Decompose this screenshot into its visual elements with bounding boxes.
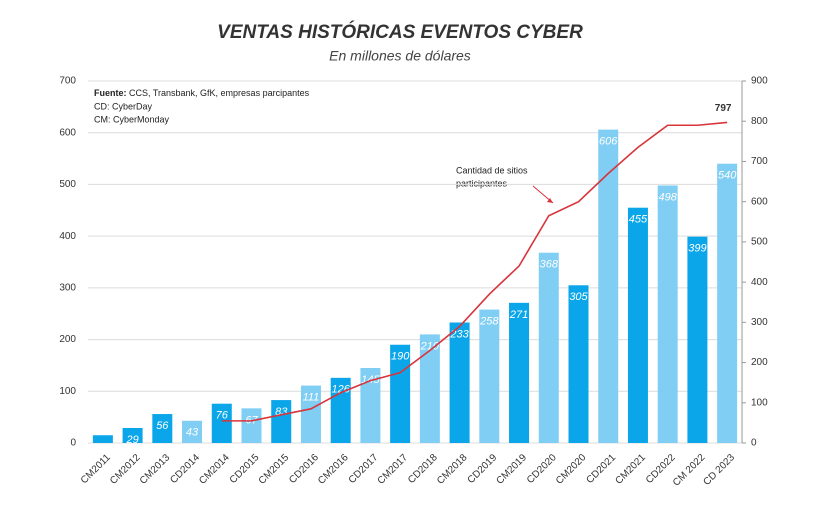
x-tick-label: CD 2023 — [701, 452, 737, 488]
bar — [300, 385, 321, 443]
y2-tick-label: 700 — [751, 156, 768, 167]
bar — [627, 207, 648, 443]
x-tick-label: CD2016 — [287, 452, 321, 486]
line-label: 797 — [715, 103, 732, 114]
x-tick-label: CM2012 — [108, 452, 143, 487]
x-tick-label: CM2013 — [138, 452, 173, 487]
source-note: Fuente: CCS, Transbank, GfK, empresas pa… — [94, 88, 310, 98]
bar — [598, 129, 619, 443]
bar — [330, 377, 351, 443]
x-tick-label: CD2021 — [584, 452, 618, 486]
x-tick-label: CM2018 — [435, 452, 470, 487]
annotation: Cantidad de sitios — [456, 165, 528, 175]
annotation: participantes — [456, 178, 508, 188]
bar-label: 455 — [629, 214, 648, 226]
bar — [241, 408, 262, 443]
x-tick-label: CM2015 — [257, 452, 292, 487]
x-tick-label: CD2015 — [228, 452, 262, 486]
chart-subtitle: En millones de dólares — [329, 48, 471, 64]
bar-label: 29 — [125, 434, 138, 446]
bar-label: 258 — [479, 315, 499, 327]
bar — [419, 334, 440, 443]
source-text: CCS, Transbank, GfK, empresas parcipante… — [129, 88, 310, 98]
y2-tick-label: 800 — [751, 116, 768, 127]
bar-label: 305 — [569, 291, 588, 303]
y2-tick-label: 100 — [751, 397, 768, 408]
bar — [449, 322, 470, 443]
bar-label: 233 — [449, 328, 469, 340]
bar-label: 368 — [540, 259, 559, 271]
bar-label: 498 — [659, 191, 678, 203]
x-tick-label: CM 2022 — [671, 452, 708, 489]
bar — [92, 435, 113, 443]
bar-label: 43 — [186, 427, 199, 439]
bar-label: 126 — [332, 384, 351, 396]
y-tick-label: 0 — [70, 438, 76, 449]
bar — [122, 428, 143, 443]
y2-tick-label: 900 — [751, 76, 768, 87]
y-tick-label: 700 — [59, 76, 76, 87]
bar — [152, 414, 173, 443]
y-tick-label: 400 — [59, 231, 76, 242]
x-tick-label: CM2021 — [613, 452, 648, 487]
y2-tick-label: 600 — [751, 196, 768, 207]
x-tick-label: CD2014 — [168, 452, 202, 486]
bar — [657, 185, 678, 443]
y-tick-label: 300 — [59, 282, 76, 293]
x-tick-label: CM2017 — [376, 452, 411, 487]
chart-title: VENTAS HISTÓRICAS EVENTOS CYBER — [217, 21, 583, 43]
x-tick-label: CM2016 — [316, 452, 351, 487]
y2-tick-label: 500 — [751, 237, 768, 248]
source-label: Fuente: — [94, 88, 127, 98]
note: CD: CyberDay — [94, 101, 153, 111]
y-tick-label: 100 — [59, 386, 76, 397]
y-tick-label: 500 — [59, 179, 76, 190]
x-tick-label: CM2014 — [197, 452, 232, 487]
note: CM: CyberMonday — [94, 114, 170, 124]
bar — [568, 285, 589, 443]
bar-label: 56 — [156, 420, 169, 432]
x-tick-label: CD2020 — [525, 452, 559, 486]
line — [221, 121, 728, 422]
bar — [687, 236, 708, 443]
bar-label: 190 — [391, 351, 410, 363]
bar — [509, 302, 530, 443]
arrow-head — [547, 198, 553, 203]
bar — [479, 309, 500, 443]
bar — [182, 420, 203, 443]
x-tick-label: CM2020 — [554, 452, 589, 487]
y2-tick-label: 200 — [751, 357, 768, 368]
y-tick-label: 200 — [59, 334, 76, 345]
x-tick-label: CM2011 — [79, 452, 113, 486]
y2-tick-label: 0 — [751, 438, 757, 449]
bar — [211, 403, 232, 443]
x-tick-label: CD2019 — [466, 452, 500, 486]
bar-label: 399 — [688, 243, 706, 255]
x-tick-label: CM2019 — [495, 452, 530, 487]
bar-label: 76 — [216, 410, 229, 422]
bar — [717, 163, 738, 443]
bar-label: 540 — [718, 170, 737, 182]
bar-label: 111 — [303, 392, 320, 404]
bar — [271, 400, 292, 443]
bar — [360, 368, 381, 443]
bar-label: 606 — [599, 136, 618, 148]
y2-tick-label: 400 — [751, 277, 768, 288]
x-tick-label: CD2017 — [347, 452, 381, 486]
x-tick-label: CD2018 — [406, 452, 440, 486]
bar-label: 210 — [420, 340, 440, 352]
bar-label: 271 — [509, 309, 528, 321]
bar — [538, 252, 559, 443]
y-tick-label: 600 — [59, 127, 76, 138]
y2-tick-label: 300 — [751, 317, 768, 328]
